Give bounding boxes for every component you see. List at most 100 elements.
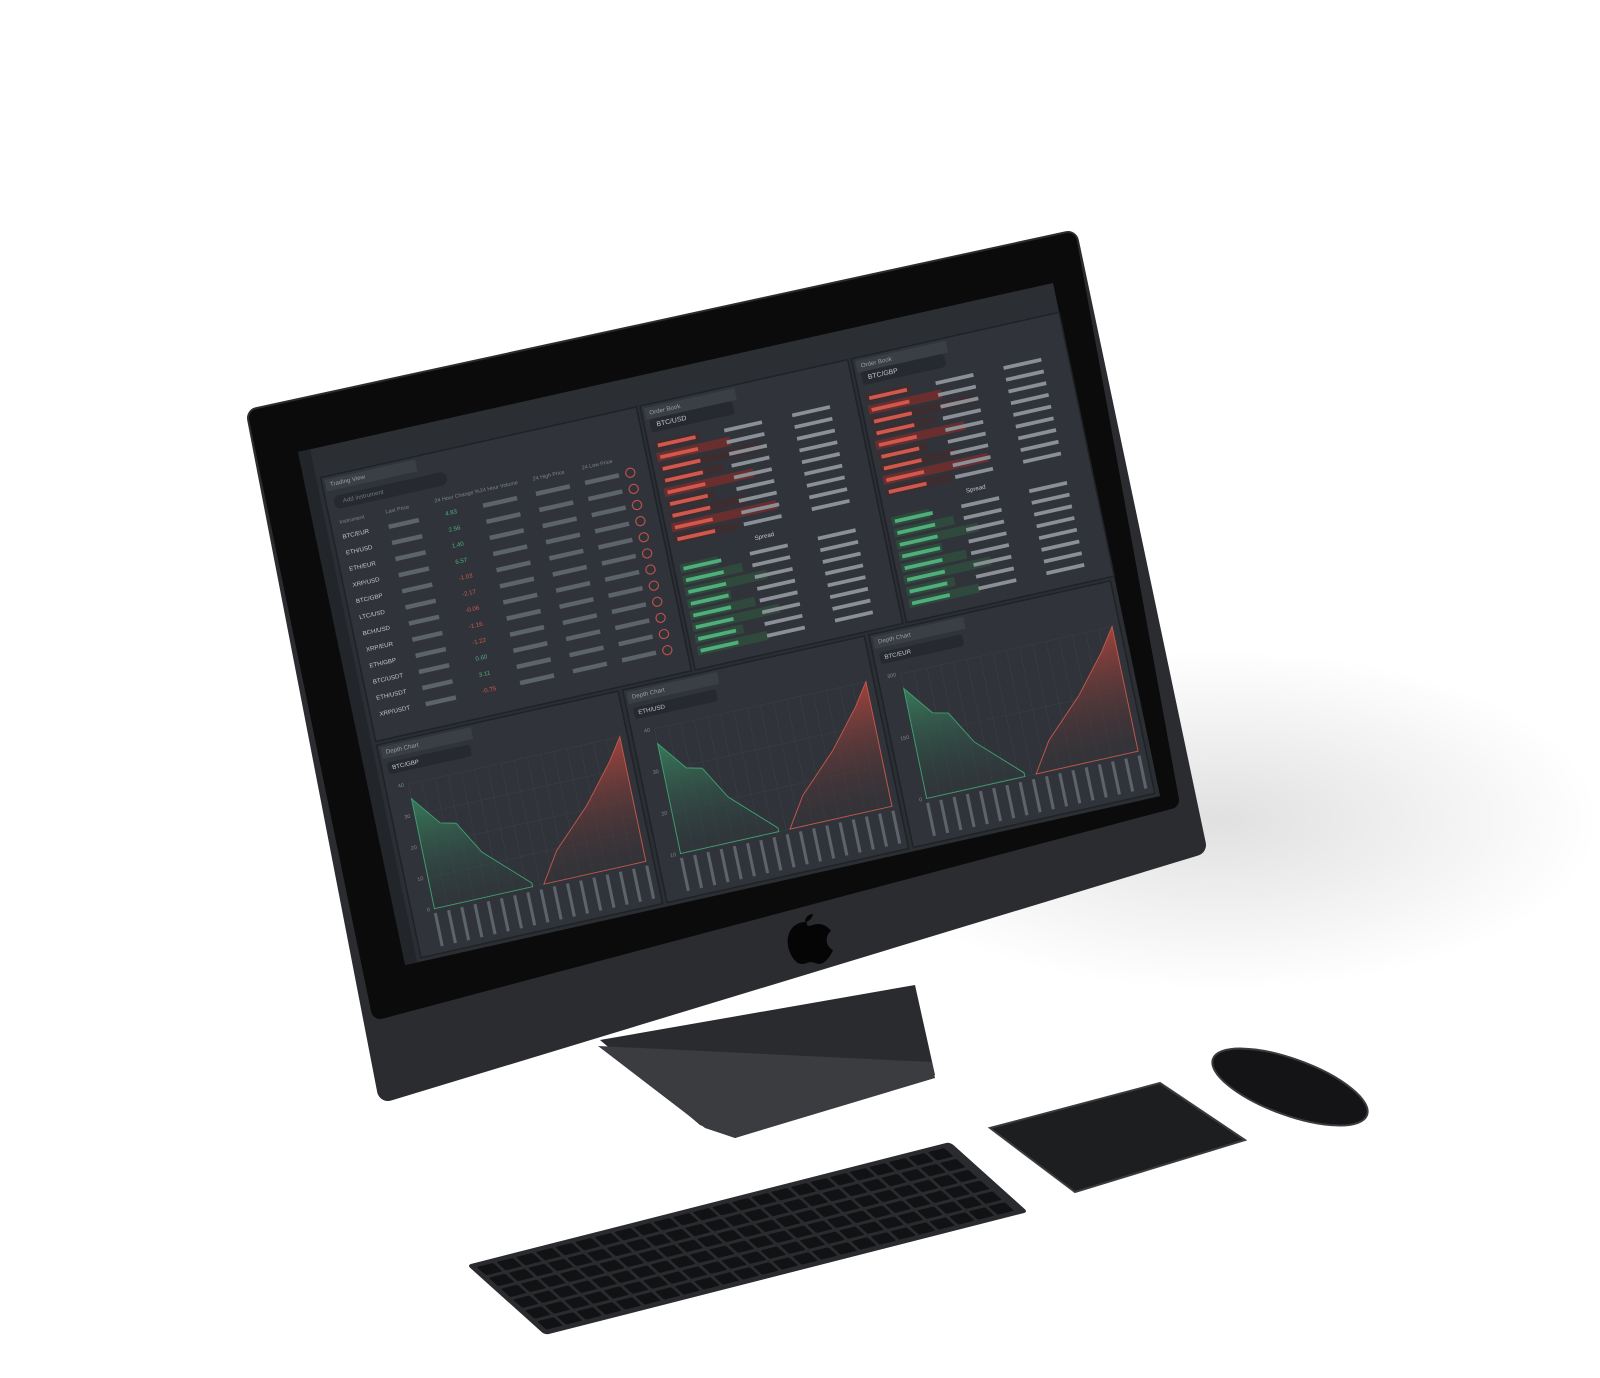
key bbox=[724, 1214, 750, 1227]
x-tick-placeholder bbox=[878, 813, 889, 847]
value-placeholder bbox=[492, 544, 528, 557]
key bbox=[685, 1224, 710, 1237]
remove-button[interactable] bbox=[631, 499, 643, 511]
y-tick-label: 300 bbox=[887, 672, 897, 680]
remove-button[interactable] bbox=[655, 612, 666, 623]
value-placeholder bbox=[482, 495, 518, 508]
remove-button[interactable] bbox=[638, 532, 649, 543]
key bbox=[945, 1185, 970, 1198]
value-placeholder bbox=[1010, 393, 1050, 406]
value-placeholder bbox=[512, 641, 548, 654]
key bbox=[930, 1217, 955, 1230]
value-placeholder bbox=[733, 467, 773, 480]
remove-button[interactable] bbox=[628, 483, 639, 494]
key bbox=[611, 1270, 637, 1283]
key bbox=[771, 1188, 796, 1201]
remove-button[interactable] bbox=[635, 516, 646, 527]
key bbox=[901, 1169, 926, 1182]
value-placeholder bbox=[608, 585, 643, 598]
value-placeholder bbox=[405, 598, 437, 610]
remove-button[interactable] bbox=[652, 596, 663, 607]
key bbox=[847, 1210, 872, 1223]
key bbox=[874, 1189, 899, 1202]
key bbox=[753, 1262, 778, 1275]
key bbox=[521, 1279, 546, 1292]
value-placeholder bbox=[502, 592, 538, 605]
x-tick-placeholder bbox=[851, 819, 862, 853]
key bbox=[893, 1184, 919, 1197]
value-placeholder bbox=[598, 537, 633, 550]
remove-button[interactable] bbox=[662, 645, 673, 656]
key bbox=[670, 1255, 695, 1268]
value-placeholder bbox=[697, 628, 737, 641]
value-placeholder bbox=[754, 566, 793, 580]
key bbox=[732, 1198, 757, 1211]
x-tick-placeholder bbox=[592, 877, 603, 911]
key bbox=[783, 1199, 808, 1212]
x-tick-placeholder bbox=[719, 848, 730, 883]
key bbox=[734, 1267, 759, 1280]
x-tick-placeholder bbox=[693, 854, 704, 889]
value-placeholder bbox=[692, 605, 732, 618]
key bbox=[489, 1273, 514, 1286]
key bbox=[830, 1173, 855, 1186]
key bbox=[548, 1259, 573, 1271]
key bbox=[913, 1179, 938, 1192]
change: 3.11 bbox=[478, 669, 491, 678]
key bbox=[910, 1222, 935, 1235]
value-placeholder bbox=[688, 581, 727, 594]
key bbox=[988, 1202, 1014, 1215]
value-placeholder bbox=[965, 519, 1005, 532]
ask-area bbox=[1035, 624, 1139, 775]
key bbox=[516, 1253, 541, 1266]
key bbox=[749, 1235, 774, 1248]
y-tick-label: 30 bbox=[404, 814, 411, 821]
key bbox=[736, 1224, 762, 1237]
key bbox=[729, 1240, 754, 1253]
value-placeholder bbox=[822, 551, 861, 564]
key bbox=[905, 1195, 931, 1208]
x-tick-placeholder bbox=[1031, 778, 1042, 813]
key bbox=[702, 1261, 727, 1274]
key bbox=[878, 1216, 904, 1229]
value-placeholder bbox=[685, 570, 725, 583]
remove-button[interactable] bbox=[625, 467, 636, 478]
value-placeholder bbox=[794, 416, 833, 429]
key bbox=[957, 1196, 982, 1209]
key bbox=[697, 1234, 722, 1247]
key bbox=[925, 1190, 950, 1203]
grid-line bbox=[663, 722, 875, 771]
grid-line bbox=[654, 681, 866, 730]
x-tick-placeholder bbox=[772, 836, 783, 871]
remove-button[interactable] bbox=[648, 580, 660, 591]
remove-button[interactable] bbox=[645, 564, 656, 575]
value-placeholder bbox=[591, 505, 627, 518]
x-tick-placeholder bbox=[1124, 758, 1135, 792]
value-placeholder bbox=[659, 446, 699, 460]
value-placeholder bbox=[896, 522, 936, 535]
x-tick-placeholder bbox=[891, 810, 902, 844]
tab bbox=[643, 388, 737, 421]
value-placeholder bbox=[909, 581, 948, 594]
key bbox=[795, 1209, 821, 1222]
remove-button[interactable] bbox=[658, 628, 670, 640]
mouse bbox=[1211, 1047, 1369, 1127]
remove-button[interactable] bbox=[641, 548, 653, 559]
y-tick-label: 150 bbox=[900, 735, 910, 743]
apple-logo bbox=[787, 914, 833, 964]
value-placeholder bbox=[947, 431, 987, 444]
value-placeholder bbox=[506, 608, 542, 621]
x-tick-placeholder bbox=[473, 903, 484, 938]
value-placeholder bbox=[975, 566, 1015, 579]
value-placeholder bbox=[906, 569, 946, 582]
key bbox=[815, 1204, 840, 1217]
tab bbox=[324, 459, 418, 492]
pair-box bbox=[861, 354, 946, 385]
value-placeholder bbox=[824, 563, 864, 576]
value-placeholder bbox=[516, 657, 552, 670]
key bbox=[741, 1251, 766, 1264]
value-placeholder bbox=[885, 469, 925, 483]
key bbox=[712, 1203, 738, 1216]
key bbox=[800, 1236, 825, 1249]
